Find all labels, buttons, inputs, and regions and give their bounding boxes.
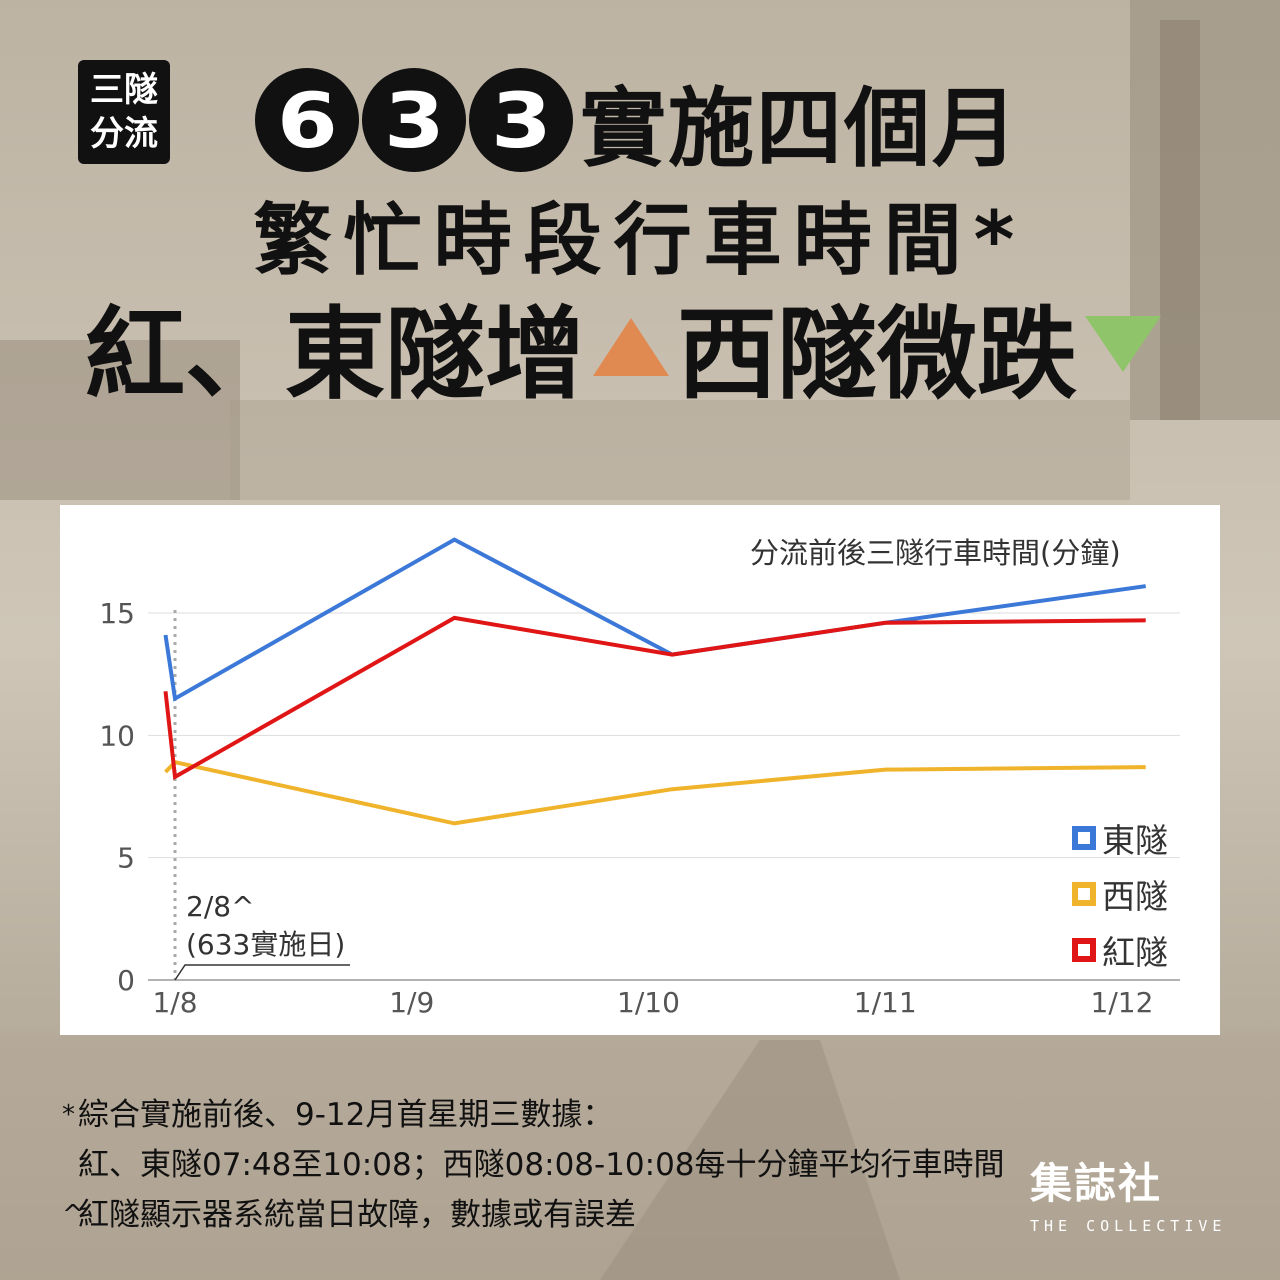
legend-label: 西隧 [1102,877,1168,916]
x-tick-label: 1/11 [854,986,917,1019]
brand-logo: 集誌社 THE COLLECTIVE [1030,1150,1226,1235]
legend-label: 東隧 [1102,821,1168,860]
annotation-note: (633實施日) [186,928,346,961]
footnote-1-text: 綜合實施前後、9-12月首星期三數據： [78,1097,614,1133]
digit-circle-3: 3 [469,68,573,172]
brand-name: 集誌社 [1030,1159,1163,1208]
footnote-2: ^紅隧顯示器系統當日故障，數據或有誤差 [62,1190,1005,1240]
y-tick-label: 0 [117,964,135,997]
footnotes: *綜合實施前後、9-12月首星期三數據： 紅、東隧07:48至10:08；西隧0… [62,1090,1005,1240]
series-line-西隧 [164,760,1146,826]
annotation-leader-line [174,964,350,981]
y-tick-label: 10 [99,719,135,752]
headline-line1: 6 3 3 實施四個月 [255,68,1020,179]
annotation-date: 2/8^ [186,890,255,923]
footnote-1-cont: 紅、東隧07:48至10:08；西隧08:08-10:08每十分鐘平均行車時間 [62,1140,1005,1190]
legend-label: 紅隧 [1102,933,1168,972]
brand-subtitle: THE COLLECTIVE [1030,1217,1227,1235]
up-triangle-icon [593,318,669,376]
x-tick-label: 1/9 [389,986,434,1019]
headline-line2: 繁忙時段行車時間* [253,196,1027,286]
digit-circle-2: 3 [362,68,466,172]
footnote-mark-caret: ^ [62,1200,84,1230]
x-tick-label: 1/10 [617,986,680,1019]
footnote-2-text: 紅隧顯示器系統當日故障，數據或有誤差 [78,1197,636,1233]
series-line-東隧 [163,537,1146,702]
x-tick-label: 1/12 [1091,986,1154,1019]
legend-item-red: 紅隧 [1072,922,1168,978]
topic-tag: 三隧 分流 [78,60,170,164]
topic-tag-line2: 分流 [90,114,158,154]
headline-line3-part2: 西隧微跌 [677,295,1077,413]
footnote-1: *綜合實施前後、9-12月首星期三數據： [62,1090,1005,1140]
x-tick-label: 1/8 [152,986,197,1019]
legend-item-west: 西隧 [1072,866,1168,922]
legend-item-east: 東隧 [1072,810,1168,866]
legend-swatch [1072,938,1096,962]
digit-circle-1: 6 [255,68,359,172]
footnote-mark-asterisk: * [62,1100,75,1130]
implementation-annotation: 2/8^ (633實施日) [186,888,345,964]
y-tick-label: 15 [99,597,135,630]
footnote-1-cont-text: 紅、東隧07:48至10:08；西隧08:08-10:08每十分鐘平均行車時間 [78,1147,1005,1183]
legend-swatch [1072,826,1096,850]
y-tick-label: 5 [117,842,135,875]
headline-line3: 紅、東隧增 西隧微跌 [85,290,1169,413]
headline-line1-text: 實施四個月 [580,78,1020,179]
topic-tag-line1: 三隧 [90,70,158,110]
legend-swatch [1072,882,1096,906]
down-triangle-icon [1085,316,1161,372]
chart-title: 分流前後三隧行車時間(分鐘) [750,536,1121,570]
series-line-紅隧 [163,615,1146,781]
headline-line3-part1: 紅、東隧增 [85,295,585,413]
chart-legend: 東隧 西隧 紅隧 [1072,810,1168,978]
